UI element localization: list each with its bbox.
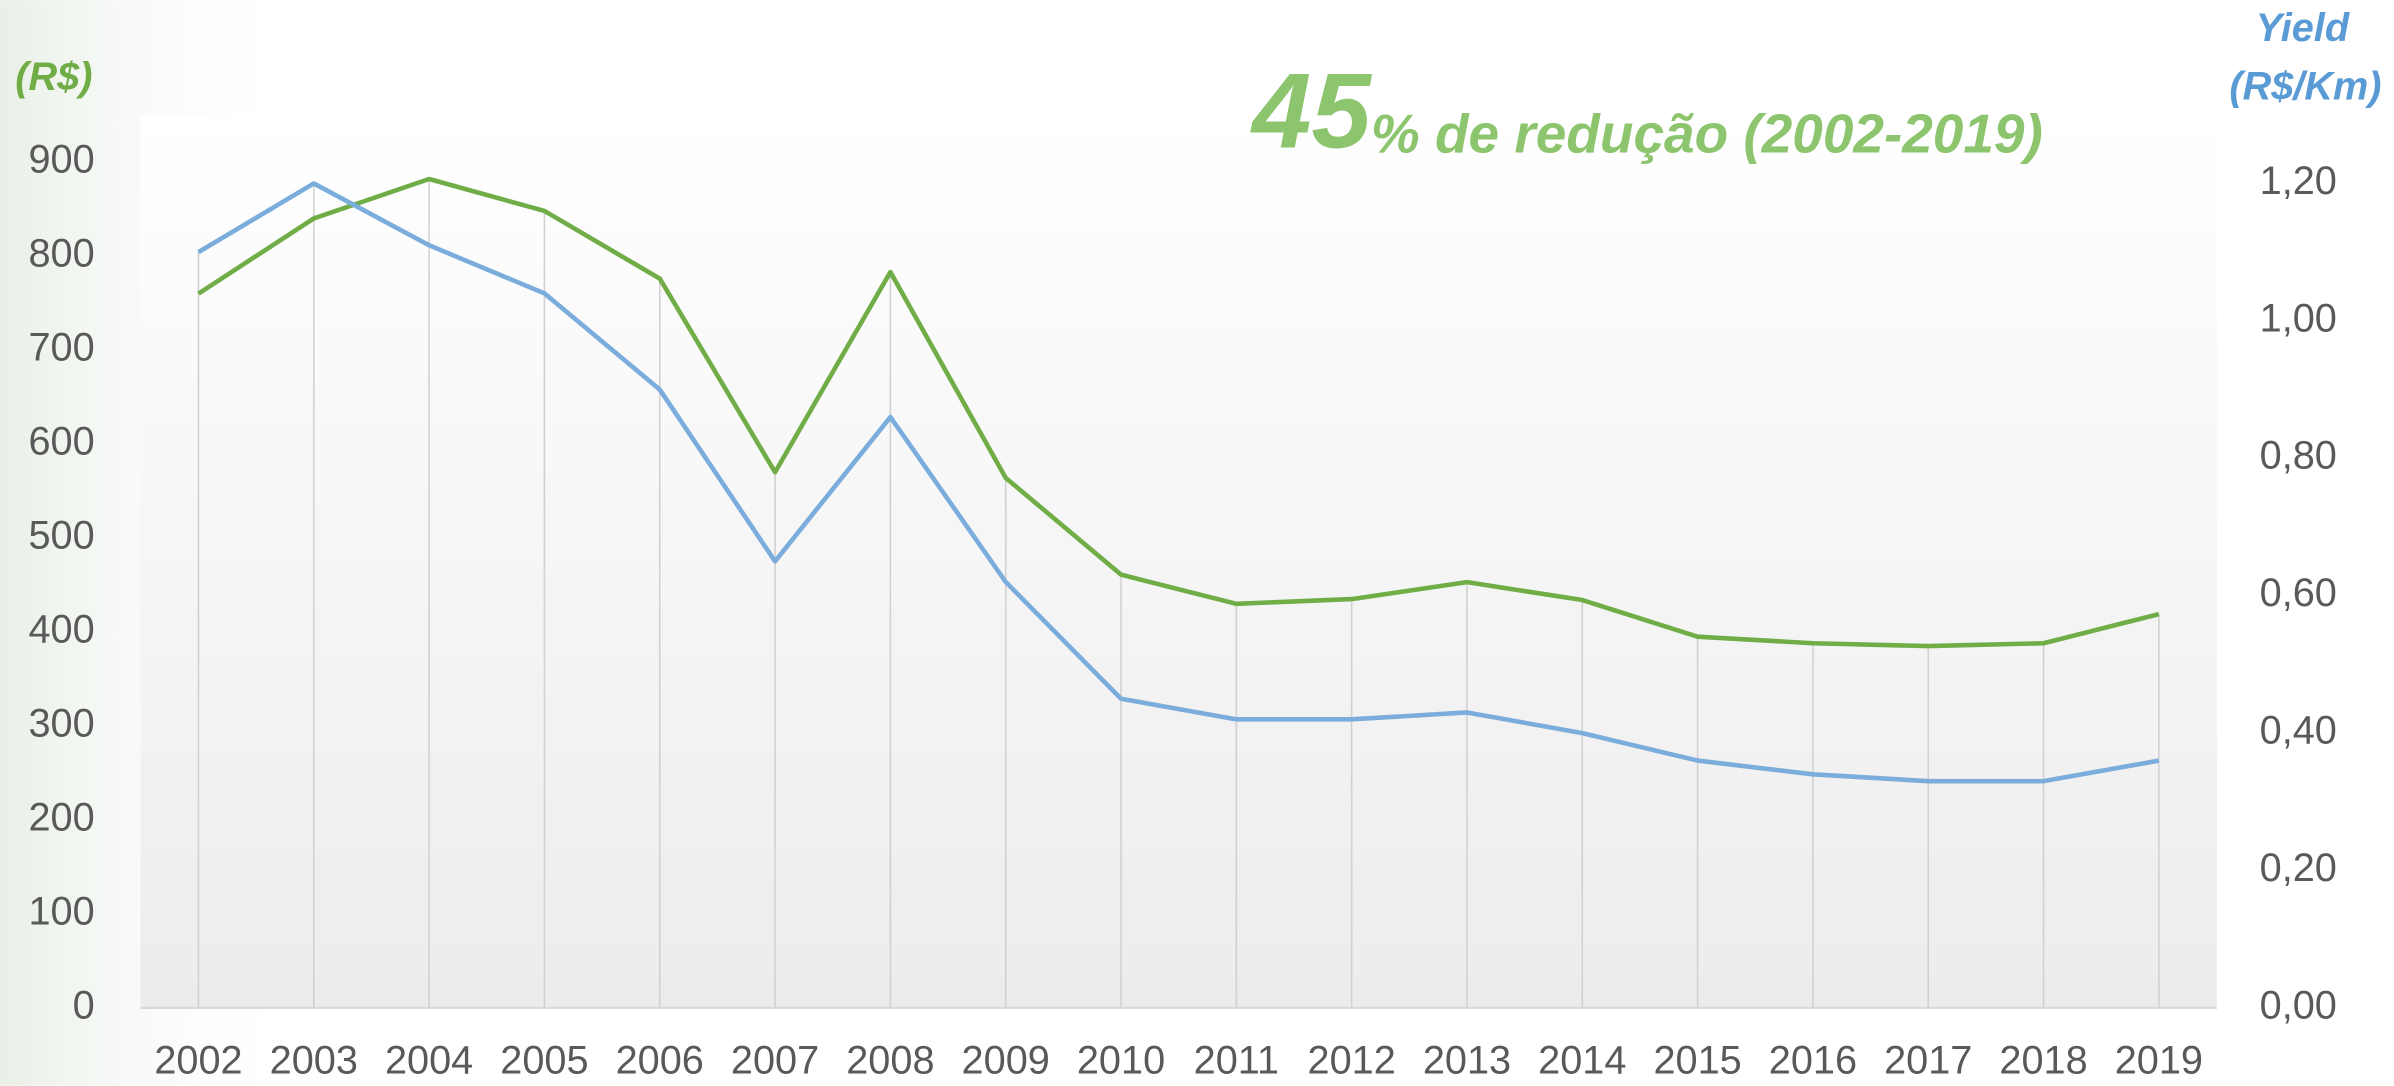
title-number: 45 [1250,51,1372,171]
x-tick-label: 2014 [1538,1038,1626,1082]
x-tick-label: 2010 [1077,1038,1165,1082]
y-tick-label: 300 [28,701,94,745]
y-tick-label: 800 [28,232,94,276]
x-tick-label: 2011 [1194,1038,1279,1082]
y-tick-label: 700 [28,326,94,370]
y-tick-label: 100 [28,889,94,933]
x-tick-label: 2007 [731,1038,819,1082]
x-tick-label: 2017 [1884,1038,1972,1082]
y-tick-label: 400 [28,607,94,651]
x-tick-label: 2013 [1423,1038,1511,1082]
x-tick-label: 2019 [2115,1038,2203,1082]
y2-axis-label: (R$/Km) [2229,64,2381,108]
plot-area [140,116,2217,1008]
y-axis-label: (R$) [15,55,92,99]
x-tick-label: 2006 [616,1038,704,1082]
y-tick-label: 200 [28,795,94,839]
y2-tick-label: 0,20 [2260,846,2337,890]
y-tick-label: 600 [28,419,94,463]
x-tick-label: 2005 [500,1038,588,1082]
y-tick-label: 500 [28,513,94,557]
y2-tick-label: 1,20 [2260,159,2337,203]
x-tick-label: 2016 [1769,1038,1857,1082]
line-series [197,181,2160,784]
y2-axis-label: Yield [2256,6,2350,50]
y2-tick-label: 0,60 [2260,571,2337,615]
x-tick-label: 2003 [270,1038,358,1082]
line-series [197,176,2160,649]
y2-tick-label: 0,00 [2260,983,2337,1027]
y2-tick-label: 1,00 [2260,296,2337,340]
y2-tick-label: 0,40 [2260,709,2337,753]
y2-tick-label: 0,80 [2260,434,2337,478]
y-tick-label: 900 [28,138,94,182]
x-tick-label: 2018 [1999,1038,2087,1082]
x-tick-label: 2008 [846,1038,934,1082]
x-tick-label: 2009 [962,1038,1050,1082]
chart-title: 45% de redução (2002-2019) [1250,51,2043,171]
x-tick-label: 2015 [1653,1038,1741,1082]
x-tick-label: 2002 [154,1038,242,1082]
y-tick-label: 0 [73,983,95,1027]
x-tick-label: 2004 [385,1038,473,1082]
title-text: % de redução (2002-2019) [1371,102,2043,164]
x-tick-label: 2012 [1308,1038,1396,1082]
